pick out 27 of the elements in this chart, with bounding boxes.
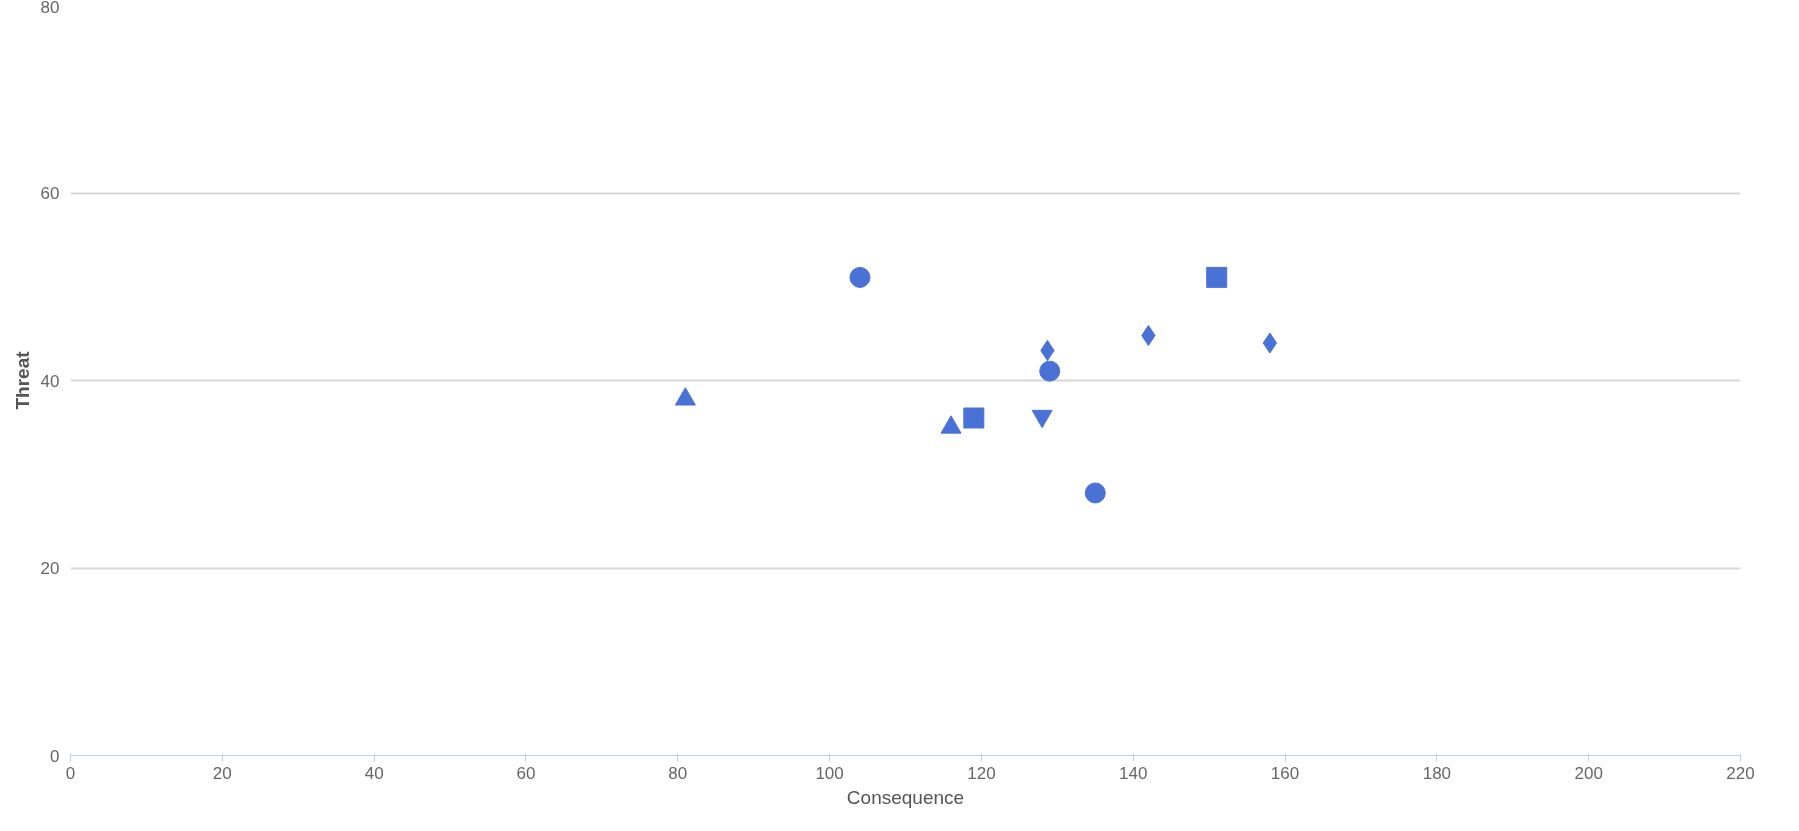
x-tick-label: 100 — [815, 763, 844, 783]
x-tick-label: 60 — [516, 763, 536, 783]
point — [963, 407, 985, 429]
x-tick-label: 140 — [1119, 763, 1148, 783]
point — [1039, 360, 1061, 382]
point — [1206, 266, 1228, 288]
x-tick-label: 80 — [668, 763, 688, 783]
x-tick-label: 200 — [1574, 763, 1603, 783]
point — [1141, 325, 1156, 346]
y-tick-label: 0 — [50, 746, 60, 766]
x-tick-label: 160 — [1270, 763, 1300, 783]
x-tick-label: 20 — [212, 763, 232, 783]
point — [1262, 332, 1278, 354]
y-tick-label: 80 — [40, 0, 60, 17]
x-tick-label: 120 — [967, 763, 996, 783]
y-tick-label: 40 — [40, 371, 60, 391]
x-tick-label: 180 — [1422, 763, 1452, 783]
x-axis-title: Consequence — [846, 786, 965, 808]
y-tick-label: 20 — [40, 559, 60, 578]
point — [1084, 482, 1106, 504]
x-tick-label: 0 — [65, 763, 76, 783]
point — [1040, 340, 1055, 361]
y-axis-title: Threat — [11, 350, 33, 410]
x-tick-label: 220 — [1726, 763, 1755, 783]
point — [849, 266, 871, 288]
y-tick-label: 60 — [40, 184, 60, 203]
x-tick-label: 40 — [364, 763, 384, 783]
